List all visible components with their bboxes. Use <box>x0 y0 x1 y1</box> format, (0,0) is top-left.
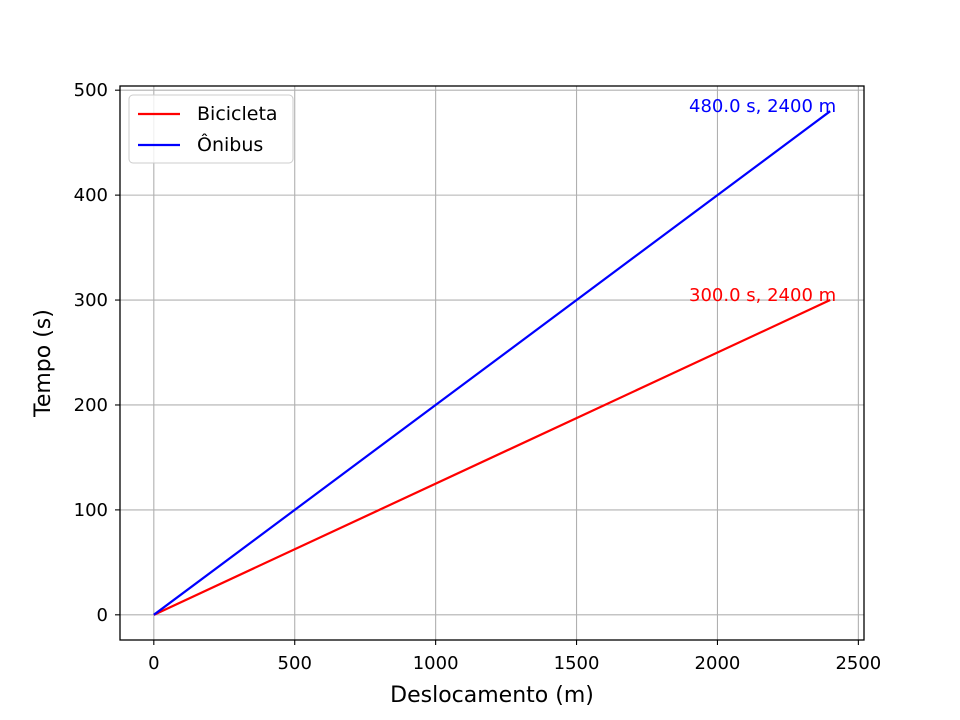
series-line-bicicleta <box>153 299 831 616</box>
y-tick-label: 200 <box>74 395 108 416</box>
y-axis-label: Tempo (s) <box>31 309 56 418</box>
x-tick-label: 1500 <box>554 653 600 674</box>
y-tick-label: 400 <box>74 185 108 206</box>
y-tick-label: 500 <box>74 80 108 101</box>
y-tick-label: 0 <box>97 605 108 626</box>
legend-label-onibus: Ônibus <box>197 132 263 156</box>
series-layer <box>153 110 831 616</box>
x-tick-label: 500 <box>278 653 312 674</box>
x-tick-label: 0 <box>148 653 159 674</box>
point-annotation: 300.0 s, 2400 m <box>689 285 836 306</box>
grid <box>120 86 864 640</box>
annotations: 300.0 s, 2400 m 480.0 s, 2400 m <box>689 96 836 306</box>
ticks: 0 500 1000 1500 2000 2500 0 100 200 300 400 500 <box>74 80 882 674</box>
legend: Bicicleta Ônibus <box>128 94 294 164</box>
axes-frame <box>119 85 865 641</box>
legend-label-bicicleta: Bicicleta <box>197 103 278 125</box>
series-line-onibus <box>153 110 831 616</box>
point-annotation: 480.0 s, 2400 m <box>689 96 836 117</box>
x-tick-label: 1000 <box>413 653 459 674</box>
x-tick-label: 2000 <box>695 653 741 674</box>
x-axis-label: Deslocamento (m) <box>390 683 594 708</box>
y-tick-label: 100 <box>74 500 108 521</box>
y-tick-label: 300 <box>74 290 108 311</box>
x-tick-label: 2500 <box>835 653 881 674</box>
